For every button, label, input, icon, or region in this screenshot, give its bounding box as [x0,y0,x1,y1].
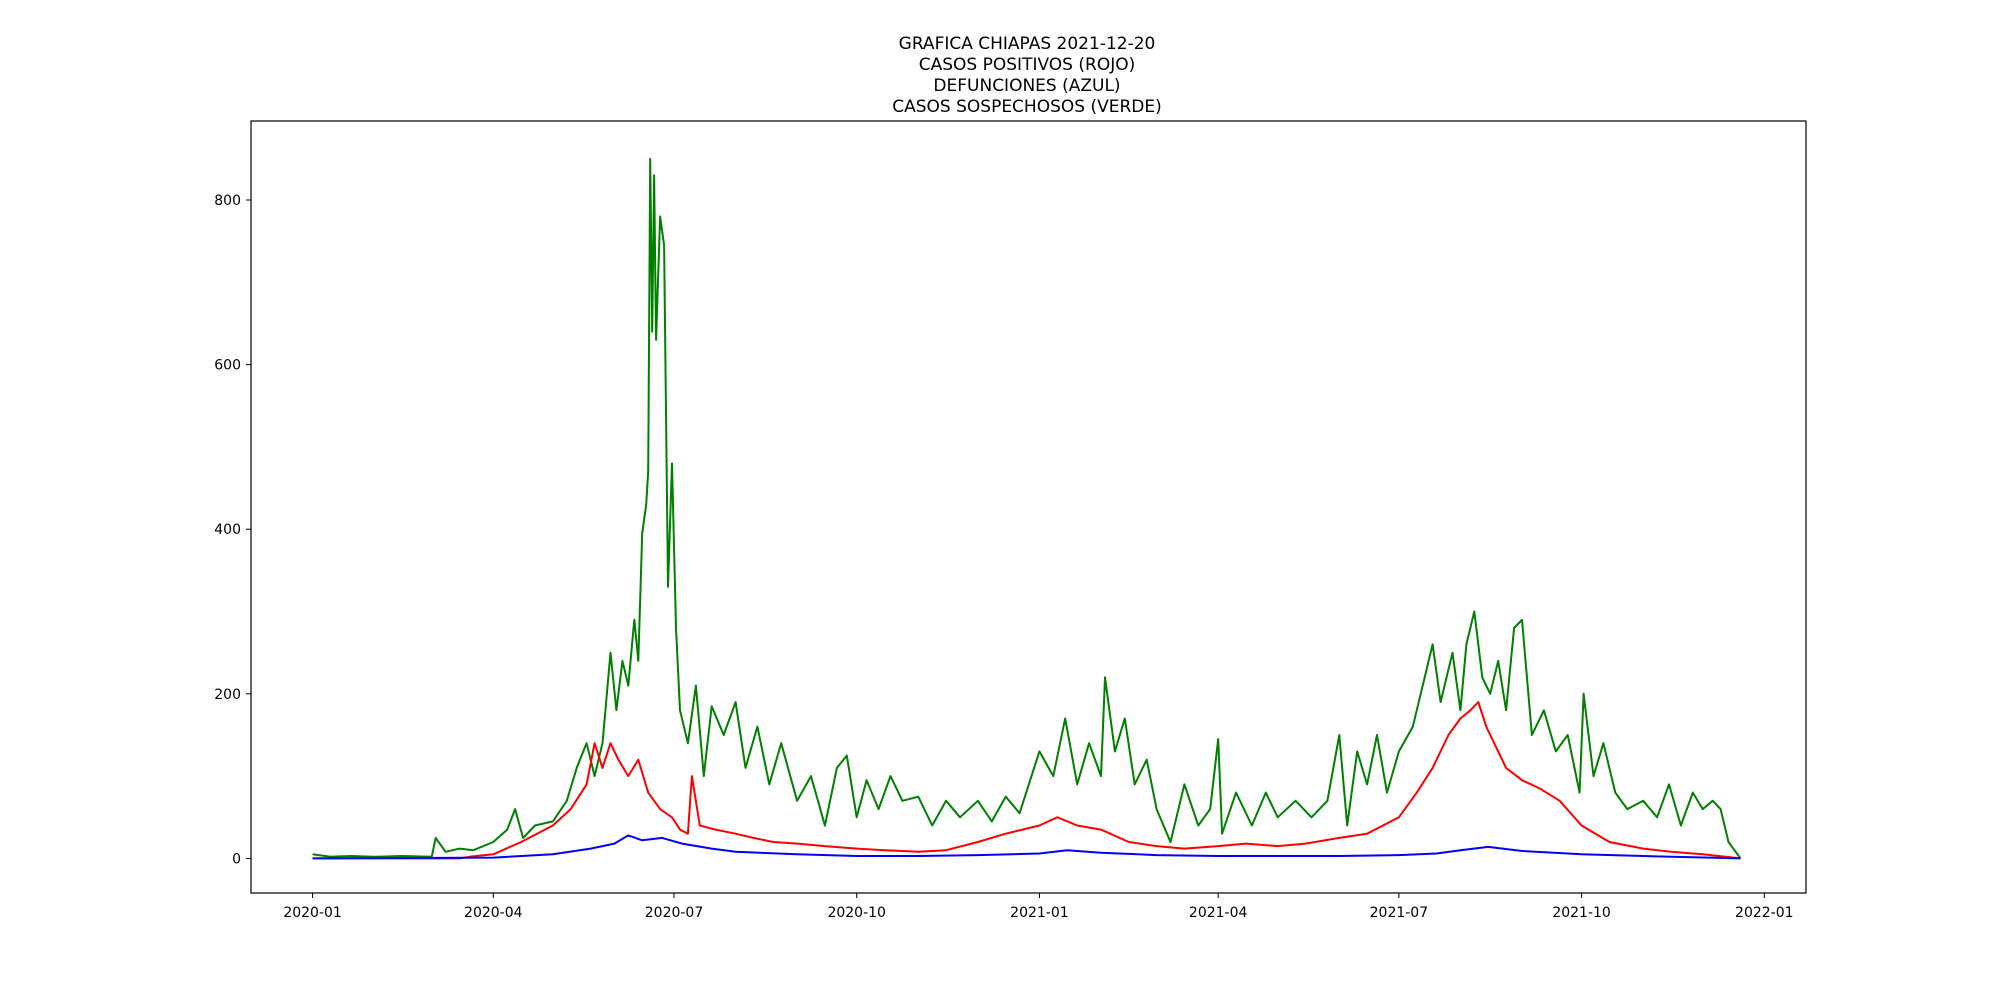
x-tick-label: 2021-10 [1552,905,1611,921]
y-tick-label: 800 [214,193,241,209]
series-line-2 [312,701,1741,860]
title-line-4: CASOS SOSPECHOSOS (VERDE) [892,97,1162,117]
title-line-2: CASOS POSITIVOS (ROJO) [919,55,1135,75]
y-tick-label: 200 [214,687,241,703]
x-tick-label: 2022-01 [1735,905,1794,921]
axes-layer: 0 200 400 600 800 2020-01 2020-04 2020-07 2020-1… [214,193,1793,921]
y-tick-label: 600 [214,358,241,374]
series-layer [312,157,1742,860]
x-tick-label: 2021-04 [1189,905,1248,921]
y-tick-label: 0 [232,851,241,867]
x-tick-label: 2020-10 [827,905,886,921]
x-tick-label: 2021-01 [1010,905,1069,921]
plot-frame [250,120,1807,894]
title-line-1: GRAFICA CHIAPAS 2021-12-20 [899,34,1156,54]
x-tick-label: 2020-07 [645,905,704,921]
x-tick-label: 2020-01 [283,905,342,921]
title-line-3: DEFUNCIONES (AZUL) [933,76,1120,96]
series-line-1 [312,157,1742,859]
series-line-3 [312,834,1741,860]
x-tick-label: 2020-04 [464,905,523,921]
x-tick-label: 2021-07 [1370,905,1429,921]
chart-title: GRAFICA CHIAPAS 2021-12-20 CASOS POSITIV… [892,34,1162,117]
y-tick-label: 400 [214,522,241,538]
